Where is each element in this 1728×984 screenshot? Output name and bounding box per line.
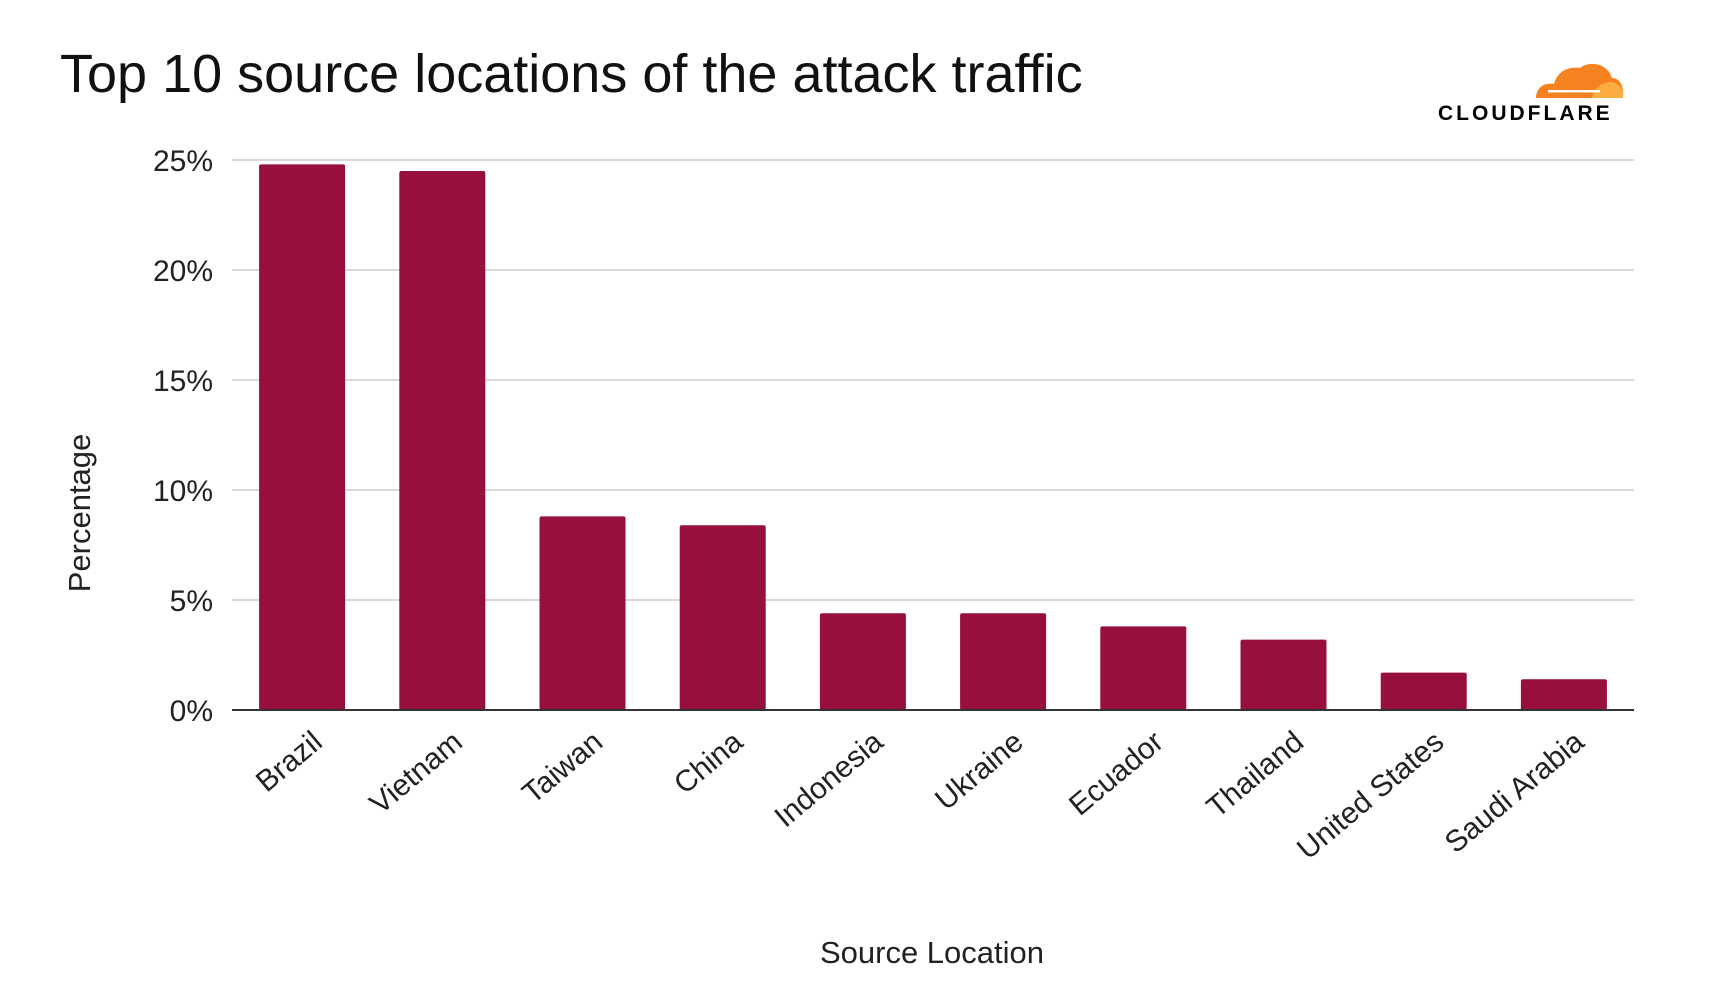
x-tick-label: United States	[1291, 725, 1450, 866]
bar-vietnam	[399, 171, 486, 710]
x-tick-label: Ecuador	[1063, 725, 1170, 822]
x-tick-label: Indonesia	[769, 725, 890, 834]
bar-saudi-arabia	[1520, 679, 1607, 710]
bar-china	[679, 525, 766, 710]
y-tick-label: 0%	[170, 695, 213, 728]
y-axis-title: Percentage	[62, 434, 97, 593]
y-tick-label: 25%	[153, 145, 213, 178]
x-tick-label: Taiwan	[516, 725, 609, 810]
x-tick-labels: Brazil Vietnam Taiwan China Indonesia Ukraine…	[250, 725, 1591, 866]
bar-thailand	[1240, 639, 1327, 710]
x-tick-label: Brazil	[250, 725, 329, 798]
bars	[259, 164, 1607, 710]
x-tick-label: China	[668, 725, 749, 801]
bar-ecuador	[1100, 626, 1187, 710]
bar-ukraine	[960, 613, 1047, 710]
y-tick-label: 15%	[153, 365, 213, 398]
x-tick-label: Thailand	[1201, 725, 1310, 824]
bar-united-states	[1380, 672, 1467, 710]
bar-indonesia	[819, 613, 906, 710]
cloudflare-logo: CLOUDFLARE	[1430, 58, 1630, 128]
y-tick-labels: 0% 5% 10% 15% 20% 25%	[153, 145, 213, 728]
cloud-icon	[1536, 63, 1624, 98]
y-tick-label: 10%	[153, 475, 213, 508]
x-axis-title: Source Location	[820, 935, 1044, 970]
brand-name: CLOUDFLARE	[1438, 102, 1613, 125]
y-tick-label: 20%	[153, 255, 213, 288]
x-tick-label: Ukraine	[929, 725, 1029, 817]
x-tick-label: Saudi Arabia	[1439, 725, 1591, 860]
bar-brazil	[259, 164, 346, 710]
y-tick-label: 5%	[170, 585, 213, 618]
x-tick-label: Vietnam	[364, 725, 469, 821]
chart-title: Top 10 source locations of the attack tr…	[60, 44, 1083, 104]
bar-taiwan	[539, 516, 626, 710]
